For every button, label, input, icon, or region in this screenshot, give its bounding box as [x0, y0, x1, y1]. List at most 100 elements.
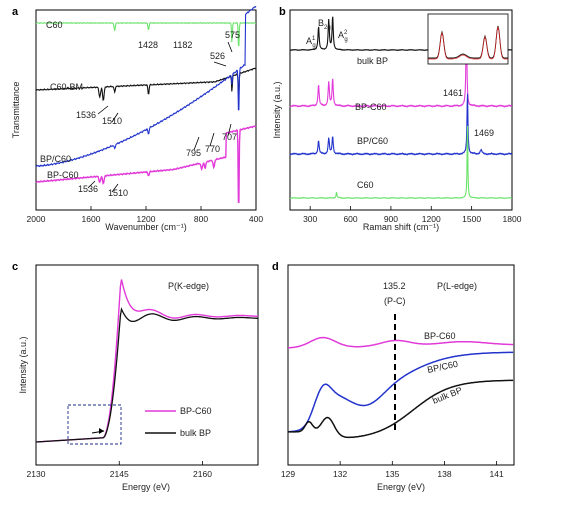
peak-arrow-a-7 — [227, 41, 233, 53]
panel-d: d 129 132 135 138 141 Energy (eV) P(L-edge) … — [272, 261, 515, 492]
a-tick-label-800: 800 — [194, 214, 208, 224]
legend-label-bulk-bp-c: bulk BP — [180, 428, 211, 438]
d-tick-label-129: 129 — [281, 469, 295, 479]
peak-arrow-a-0 — [97, 105, 109, 115]
series-label-bp-c60-mix-b: BP/C60 — [357, 136, 388, 146]
series-line-bp-c60-cov-a — [35, 125, 257, 204]
peak-label-1428: 1428 — [138, 40, 158, 50]
series-label-c60-b: C60 — [357, 180, 374, 190]
peak-label-707: 707 — [222, 132, 237, 142]
c-tick-label-2145: 2145 — [110, 469, 129, 479]
legend-label-bp-c60-c: BP-C60 — [180, 406, 212, 416]
series-line-bp-c60-mix-d — [288, 351, 514, 433]
peak-arrow-a-1 — [111, 112, 119, 123]
annotation-135-2: 135.2 — [383, 281, 406, 291]
series-label-bp-c60-mix-d: BP/C60 — [426, 359, 458, 375]
x-ticks-d: 129 132 135 138 141 — [281, 461, 504, 479]
y-axis-title-b: Intensity (a.u.) — [272, 81, 282, 138]
series-line-bp-c60-mix-a — [35, 5, 257, 168]
chart-title-d: P(L-edge) — [437, 281, 477, 291]
c-tick-label-2160: 2160 — [193, 469, 212, 479]
series-line-c60-b — [289, 125, 513, 200]
b-tick-label-300: 300 — [303, 214, 317, 224]
d-tick-label-135: 135 — [385, 469, 399, 479]
b-tick-label-900: 900 — [384, 214, 398, 224]
x-ticks-b: 300 600 900 1200 1500 1800 — [303, 206, 522, 224]
inset-line-fit-b — [428, 26, 508, 60]
series-label-bp-c60-cov: BP-C60 — [47, 170, 79, 180]
series-lines-c — [35, 279, 258, 443]
b-tick-label-1200: 1200 — [422, 214, 441, 224]
x-ticks-a: 2000 1600 1200 800 400 — [27, 206, 263, 224]
b-tick-label-1800: 1800 — [503, 214, 522, 224]
x-ticks-c: 2130 2145 2160 — [27, 461, 212, 479]
series-line-c60-bm-a — [35, 67, 257, 102]
panel-b: b 300 600 900 1200 1500 1800 Raman shift (cm⁻… — [272, 6, 522, 232]
d-tick-label-141: 141 — [490, 469, 504, 479]
x-axis-title-b: Raman shift (cm⁻¹) — [363, 222, 439, 232]
zoom-box-c — [67, 404, 122, 445]
peak-arrow-a-3 — [209, 132, 215, 147]
a-tick-label-1600: 1600 — [82, 214, 101, 224]
series-label-bulk-bp-b: bulk BP — [357, 56, 388, 66]
peak-arrow-a-6 — [111, 183, 119, 193]
series-label-bp-c60-mix: BP/C60 — [40, 154, 71, 164]
series-line-bp-c60-c — [35, 279, 258, 443]
a-tick-label-400: 400 — [249, 214, 263, 224]
series-label-bp-c60-cov-d: BP-C60 — [424, 331, 456, 341]
y-axis-title-c: Intensity (a.u.) — [18, 336, 28, 393]
y-axis-title-a: Transmittance — [11, 82, 21, 139]
plot-frame-b — [289, 9, 513, 211]
peak-label-575: 575 — [225, 30, 240, 40]
peak-label-1510-b: 1510 — [108, 188, 128, 198]
series-line-bp-c60-mix-b — [289, 93, 513, 156]
panel-label-b: b — [279, 6, 286, 18]
b-tick-label-1500: 1500 — [462, 214, 481, 224]
panel-a: a 2000 1600 1200 800 400 Wavenumber (cm⁻¹) T… — [11, 5, 263, 232]
annotation-p-c: (P-C) — [384, 296, 406, 306]
peak-label-1536-b: 1536 — [78, 184, 98, 194]
peak-label-770: 770 — [205, 144, 220, 154]
plot-frame-c — [35, 264, 259, 466]
x-axis-title-d: Energy (eV) — [377, 482, 425, 492]
a-tick-label-1200: 1200 — [137, 214, 156, 224]
panel-label-c: c — [12, 261, 18, 273]
series-line-bulk-bp-d — [288, 379, 514, 439]
series-label-c60: C60 — [46, 20, 63, 30]
d-tick-label-132: 132 — [333, 469, 347, 479]
b-tick-label-600: 600 — [343, 214, 357, 224]
series-label-bp-c60-cov-b: BP-C60 — [355, 102, 387, 112]
x-axis-title-a: Wavenumber (cm⁻¹) — [105, 222, 186, 232]
peak-arrow-a-5 — [87, 180, 96, 189]
panel-label-d: d — [272, 261, 279, 273]
a-tick-label-2000: 2000 — [27, 214, 46, 224]
d-tick-label-138: 138 — [437, 469, 451, 479]
series-line-bulk-bp-c — [35, 307, 258, 443]
c-tick-label-2130: 2130 — [27, 469, 46, 479]
peak-arrow-a-8 — [213, 61, 227, 67]
peak-label-1182: 1182 — [173, 40, 192, 50]
peak-label-1461: 1461 — [443, 88, 463, 98]
peak-label-795: 795 — [186, 148, 201, 158]
peak-arrow-a-2 — [193, 136, 200, 151]
peak-label-1510-a: 1510 — [102, 116, 122, 126]
inset-frame-b — [427, 13, 509, 65]
panel-c: c 2130 2145 2160 Energy (eV) Intensity (a.… — [12, 261, 259, 492]
peak-label-1536-a: 1536 — [76, 110, 96, 120]
series-line-c60-a — [35, 21, 257, 47]
peak-label-1469: 1469 — [474, 128, 494, 138]
peak-arrow-a-4 — [227, 123, 232, 137]
panel-label-a: a — [12, 6, 19, 18]
chart-title-c: P(K-edge) — [168, 281, 209, 291]
peak-name-a1g: A1 g — [306, 36, 316, 49]
arrow-head-c — [99, 428, 104, 434]
series-line-bp-c60-cov-b — [289, 15, 513, 108]
plot-frame-d — [287, 264, 515, 466]
series-lines-a — [35, 5, 257, 204]
series-label-c60-bm: C60-BM — [50, 82, 83, 92]
series-line-bp-c60-d — [288, 336, 514, 349]
peak-label-526: 526 — [210, 51, 225, 61]
x-axis-title-c: Energy (eV) — [122, 482, 170, 492]
inset-lines-b — [428, 25, 508, 60]
